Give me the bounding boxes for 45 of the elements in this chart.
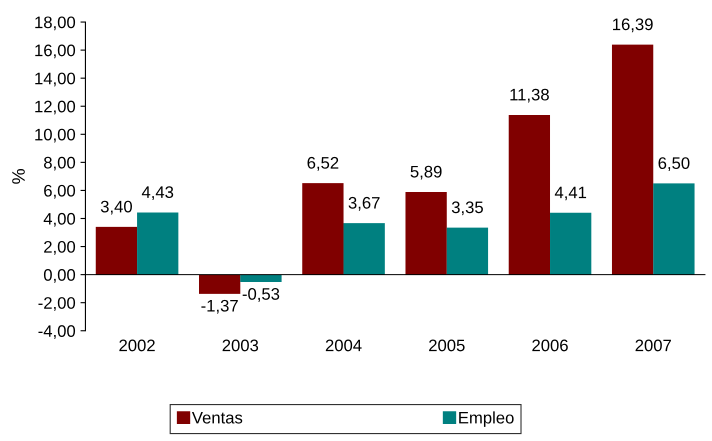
legend-label: Ventas bbox=[192, 412, 242, 424]
data-label: 3,35 bbox=[452, 201, 483, 216]
bar bbox=[653, 183, 695, 275]
data-label: 6,52 bbox=[308, 156, 338, 171]
data-label: 3,67 bbox=[348, 196, 380, 211]
legend-label: Empleo bbox=[459, 411, 514, 427]
data-label: 11,38 bbox=[510, 88, 549, 103]
x-tick-label: 2002 bbox=[119, 340, 155, 352]
y-tick-label: 4,00 bbox=[44, 212, 76, 227]
bar bbox=[446, 228, 488, 275]
bar bbox=[344, 223, 385, 275]
y-tick-label: 18,00 bbox=[35, 16, 76, 30]
bar bbox=[240, 274, 282, 282]
y-tick-label: 2,00 bbox=[44, 240, 76, 255]
x-tick-label: 2004 bbox=[326, 340, 362, 352]
bar bbox=[137, 212, 178, 275]
data-label: 4,41 bbox=[554, 186, 586, 200]
y-axis-title: % bbox=[12, 169, 25, 184]
data-label: -0,53 bbox=[242, 288, 280, 302]
bar bbox=[302, 183, 344, 275]
y-tick-label: -4,00 bbox=[38, 325, 76, 339]
bar bbox=[199, 274, 240, 294]
y-tick-label: 6,00 bbox=[44, 184, 76, 199]
y-tick-label: 10,00 bbox=[35, 128, 76, 142]
data-label: 3,40 bbox=[100, 200, 132, 214]
y-tick-label: 0,00 bbox=[44, 269, 76, 283]
y-tick-label: 12,00 bbox=[35, 100, 76, 114]
x-tick-label: 2003 bbox=[222, 340, 258, 352]
x-tick-label: 2007 bbox=[636, 340, 671, 352]
data-label: 5,89 bbox=[410, 166, 442, 180]
bar bbox=[612, 44, 654, 275]
bar bbox=[508, 114, 550, 275]
data-label: 6,50 bbox=[658, 157, 690, 171]
x-tick-label: 2006 bbox=[532, 340, 568, 352]
y-tick-label: -2,00 bbox=[38, 297, 76, 311]
bar bbox=[405, 192, 447, 275]
bar bbox=[96, 226, 138, 275]
data-label: 16,39 bbox=[613, 18, 653, 32]
y-tick-label: 16,00 bbox=[35, 44, 76, 58]
y-tick-label: 8,00 bbox=[44, 156, 76, 171]
data-label: 4,43 bbox=[142, 186, 174, 200]
y-tick-label: 14,00 bbox=[35, 72, 76, 86]
x-tick-label: 2005 bbox=[429, 340, 465, 352]
bar bbox=[550, 212, 592, 275]
data-label: -1,37 bbox=[201, 300, 238, 314]
